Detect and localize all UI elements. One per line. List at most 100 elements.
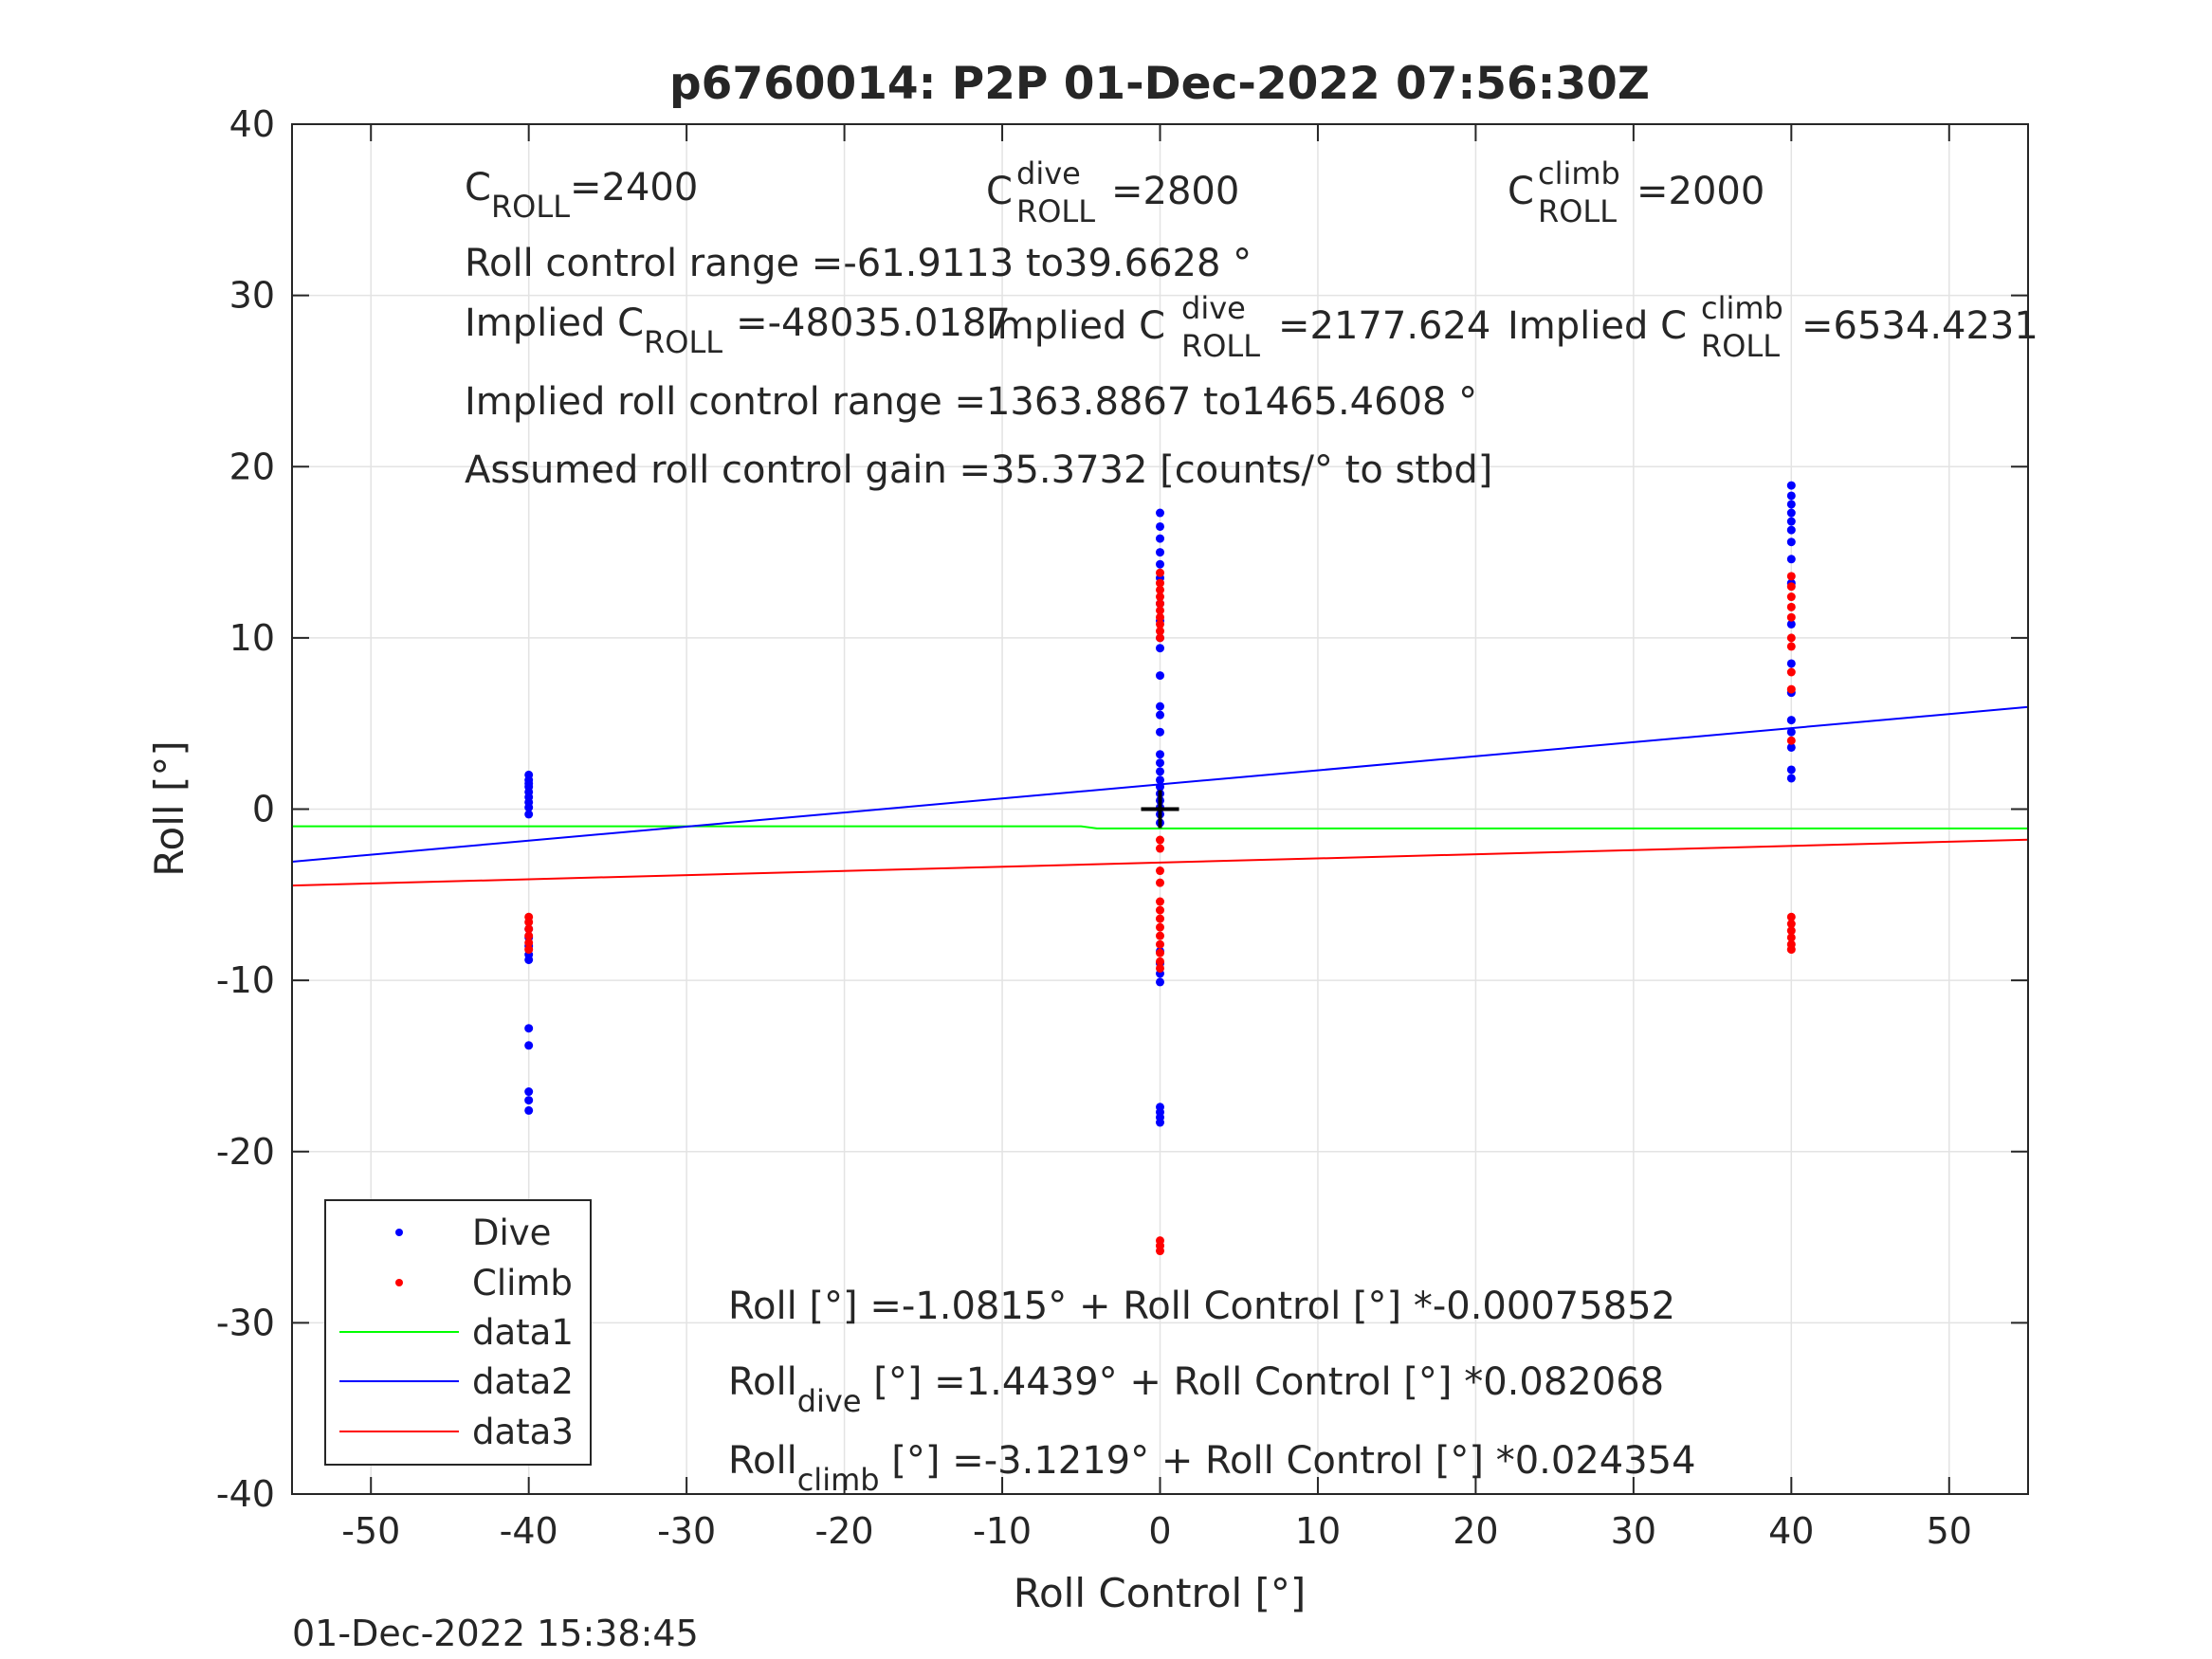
x-tick-label: 10 — [1295, 1510, 1341, 1552]
climb-point — [1156, 963, 1164, 973]
dive-point — [524, 810, 534, 819]
climb-point — [1156, 1247, 1164, 1256]
y-tick-labels: -40 -30 -20 -10 0 10 20 30 40 — [216, 103, 275, 1515]
climb-point — [1786, 945, 1796, 955]
climb-point — [1156, 939, 1164, 949]
annotation-roll-control-range: Roll control range =-61.9113 to39.6628 ° — [465, 242, 1252, 285]
svg-text:Implied C: Implied C — [1508, 304, 1687, 348]
dive-point — [1156, 521, 1164, 531]
climb-point — [1786, 572, 1796, 581]
dive-point — [1156, 782, 1164, 792]
dive-point — [1786, 659, 1796, 668]
climb-point — [1786, 592, 1796, 602]
legend-dive-label: Dive — [472, 1212, 551, 1253]
climb-point — [524, 945, 534, 955]
annotation-implied-range: Implied roll control range =1363.8867 to… — [465, 380, 1477, 424]
x-tick-label: 40 — [1768, 1510, 1814, 1552]
y-tick-label: 30 — [229, 275, 275, 317]
x-axis-label: Roll Control [°] — [1014, 1570, 1307, 1616]
dive-point — [1786, 517, 1796, 526]
climb-point — [524, 918, 534, 927]
annotation-c-roll: CROLL=2400 — [465, 166, 698, 225]
climb-point — [1786, 912, 1796, 921]
dive-point — [524, 803, 534, 812]
x-tick-label: 30 — [1611, 1510, 1656, 1552]
svg-text:=2177.624: =2177.624 — [1278, 304, 1490, 348]
climb-point — [1786, 602, 1796, 611]
climb-point — [1156, 835, 1164, 845]
annotation-c-roll-dive: C dive ROLL =2800 — [986, 155, 1239, 229]
dive-point — [1156, 702, 1164, 711]
climb-point — [1786, 736, 1796, 745]
climb-point — [1156, 599, 1164, 609]
climb-points — [524, 568, 1796, 1256]
dive-point — [1156, 644, 1164, 653]
svg-text:=2800: =2800 — [1111, 170, 1239, 213]
origin-cross-marker — [1141, 790, 1179, 829]
y-axis-label: Roll [°] — [146, 740, 192, 876]
dive-point — [1786, 765, 1796, 775]
dive-point — [1156, 767, 1164, 776]
dive-point — [1786, 500, 1796, 509]
climb-point — [1156, 948, 1164, 957]
climb-point — [1156, 627, 1164, 636]
chart-title: p6760014: P2P 01-Dec-2022 07:56:30Z — [669, 58, 1650, 110]
x-tick-labels: -50 -40 -30 -20 -10 0 10 20 30 40 50 — [341, 1510, 1972, 1552]
annotation-implied-c-roll-dive: Implied C dive ROLL =2177.624 — [986, 290, 1490, 364]
dive-point — [524, 1024, 534, 1033]
dive-point — [1786, 727, 1796, 737]
climb-point — [1786, 612, 1796, 622]
dive-point — [1786, 619, 1796, 629]
climb-point — [1156, 612, 1164, 622]
dive-point — [1156, 710, 1164, 720]
climb-point — [1156, 914, 1164, 923]
climb-point — [1786, 667, 1796, 677]
x-tick-label: 50 — [1927, 1510, 1972, 1552]
y-tick-label: 10 — [229, 617, 275, 659]
dive-point — [1156, 1118, 1164, 1127]
climb-point — [524, 924, 534, 934]
climb-point — [1786, 684, 1796, 694]
svg-text:ROLL: ROLL — [1016, 193, 1095, 229]
annotation-fit-dive: Rolldive [°] =1.4439° + Roll Control [°]… — [728, 1360, 1664, 1419]
dive-point — [1786, 538, 1796, 547]
dive-point — [1156, 508, 1164, 518]
legend-climb-label: Climb — [472, 1263, 573, 1304]
svg-text:Implied C: Implied C — [986, 304, 1165, 348]
climb-point — [1156, 568, 1164, 577]
svg-text:climb: climb — [1538, 155, 1620, 191]
y-tick-label: -10 — [216, 959, 275, 1001]
climb-point — [1156, 844, 1164, 853]
dive-point — [524, 1096, 534, 1105]
svg-text:dive: dive — [1016, 155, 1081, 191]
x-tick-label: 20 — [1453, 1510, 1498, 1552]
y-tick-label: -30 — [216, 1302, 275, 1343]
climb-point — [524, 938, 534, 947]
dive-point — [1786, 508, 1796, 518]
x-tick-label: -30 — [657, 1510, 716, 1552]
dive-point — [1156, 671, 1164, 681]
svg-text:=6534.4231: =6534.4231 — [1801, 304, 2038, 348]
dive-point — [524, 1041, 534, 1050]
dive-point — [1156, 534, 1164, 543]
annotation-implied-c-roll: Implied CROLL =-48035.0187 — [465, 301, 1011, 360]
dive-point — [1156, 758, 1164, 768]
dive-point — [1156, 775, 1164, 785]
svg-text:C: C — [986, 170, 1013, 213]
x-tick-label: -40 — [500, 1510, 558, 1552]
axis-ticks — [292, 123, 2028, 1495]
dive-point — [1786, 481, 1796, 490]
annotation-c-roll-climb: C climb ROLL =2000 — [1508, 155, 1764, 229]
climb-point — [1156, 897, 1164, 906]
legend: Dive Climb data1 data2 data3 — [324, 1199, 592, 1466]
svg-text:ROLL: ROLL — [1538, 193, 1617, 229]
climb-point — [1156, 592, 1164, 602]
climb-point — [1786, 926, 1796, 936]
climb-point — [1156, 922, 1164, 932]
dive-point — [1156, 559, 1164, 569]
dive-point — [524, 1087, 534, 1097]
svg-text:climb: climb — [1701, 290, 1783, 326]
climb-point — [1786, 920, 1796, 929]
climb-point — [1156, 905, 1164, 915]
dive-point — [524, 955, 534, 964]
